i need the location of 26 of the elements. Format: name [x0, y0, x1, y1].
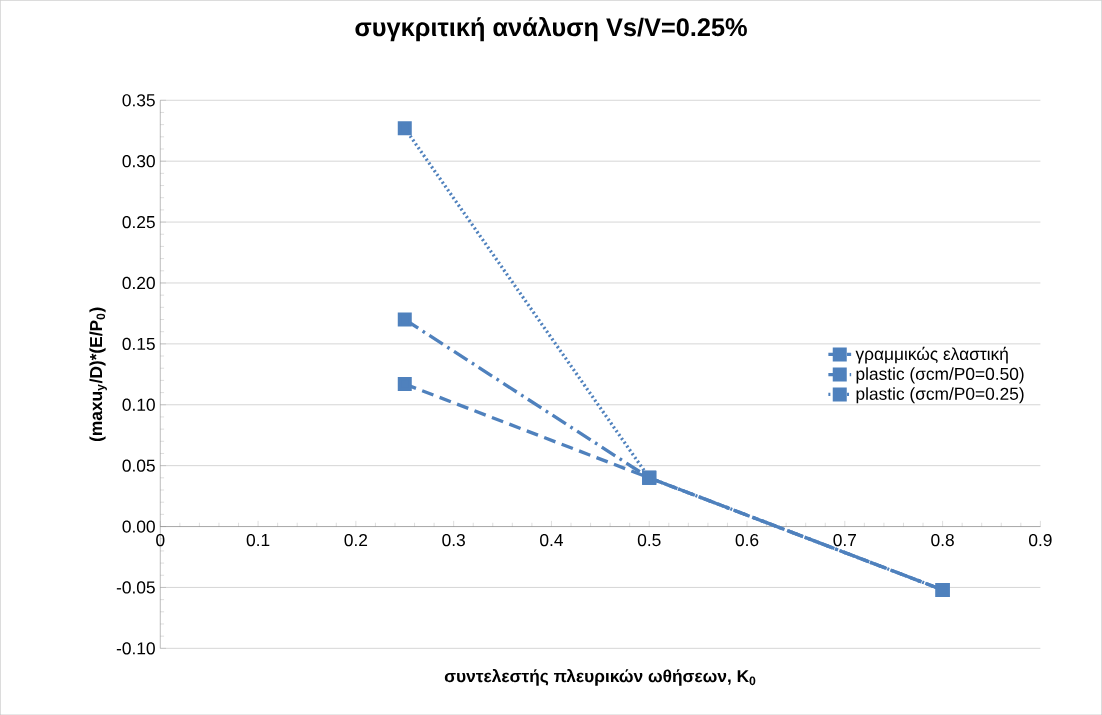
chart-title: συγκριτική ανάλυση Vs/V=0.25% [355, 16, 747, 42]
x-tick-label: 0.2 [344, 533, 368, 547]
legend-label: plastic (σcm/P0=0.50) [856, 367, 1024, 384]
y-tick-label: 0.00 [122, 520, 155, 533]
x-tick-label: 0.3 [442, 533, 465, 547]
y-tick-label: 0.05 [122, 459, 155, 472]
legend-label: γραμμικώς ελαστική [855, 346, 1008, 364]
y-tick-label: -0.10 [116, 642, 155, 655]
y-tick-label: 0.10 [122, 398, 155, 411]
x-tick-label: 0.5 [637, 533, 661, 547]
y-tick-label: 0.35 [122, 94, 155, 107]
x-axis-title: συντελεστής πλευρικών ωθήσεων, K$_{0}$ [444, 668, 756, 686]
x-tick-label: 0.6 [735, 533, 759, 547]
x-tick-label: 0.7 [833, 533, 856, 547]
y-axis-title: (maxu$_{y}$/D)*(E/P$_{0}$) [89, 307, 107, 441]
legend-label: plastic (σcm/P0=0.25) [856, 387, 1024, 404]
x-tick-label: 0.8 [931, 533, 954, 547]
y-tick-label: 0.20 [122, 276, 155, 289]
y-tick-label: 0.15 [122, 337, 155, 350]
y-tick-label: -0.05 [116, 581, 155, 594]
y-tick-label: 0.30 [122, 154, 155, 168]
y-tick-label: 0.25 [122, 215, 155, 229]
x-tick-label: 0.9 [1029, 533, 1052, 547]
x-tick-label: 0.1 [246, 533, 270, 547]
x-tick-label: 0.4 [540, 533, 563, 547]
x-tick-label: 0 [156, 533, 165, 547]
